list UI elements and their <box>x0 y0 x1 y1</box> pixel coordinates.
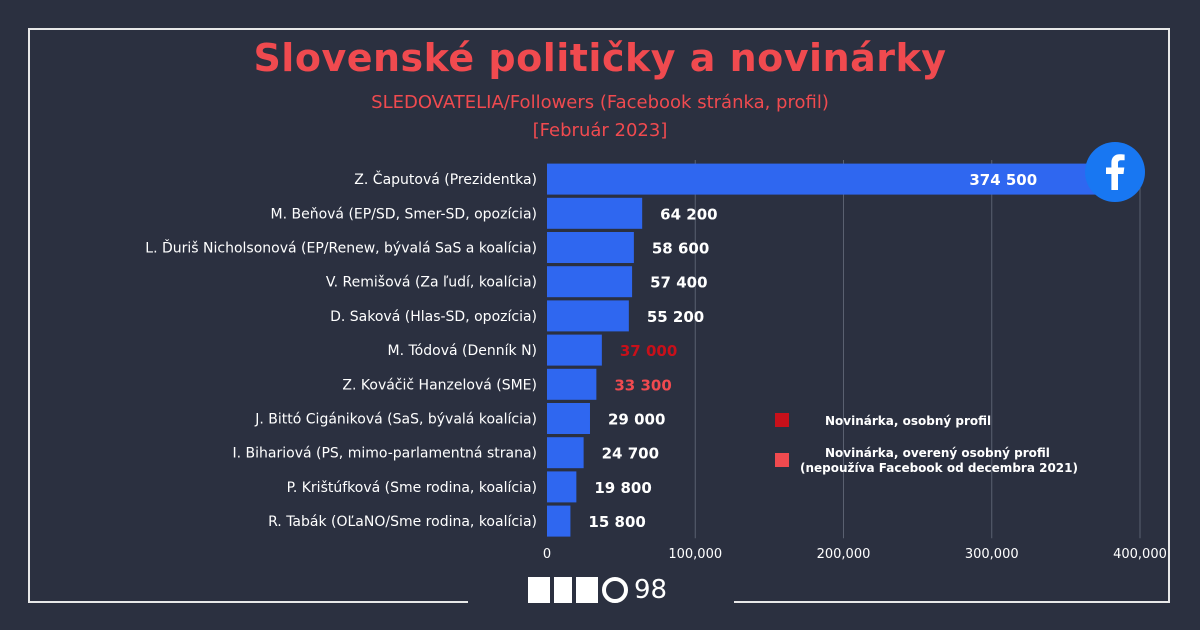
value-label: 58 600 <box>652 240 709 258</box>
x-axis-ticks: 0 100,000 200,000 300,000 400,000 <box>543 547 1167 562</box>
value-label: 24 700 <box>602 445 659 463</box>
category-label: L. Ďuriš Nicholsonová (EP/Renew, bývalá … <box>145 239 537 257</box>
category-label: V. Remišová (Za ľudí, koalícia) <box>326 275 537 291</box>
bar <box>547 163 1103 195</box>
legend-label-verified-note: (nepoužíva Facebook od decembra 2021) <box>800 461 1078 475</box>
category-label: M. Beňová (EP/SD, Smer-SD, opozícia) <box>271 206 538 222</box>
value-labels: 374 500 64 200 58 600 57 400 55 200 37 000 33 … <box>588 171 1037 531</box>
x-tick-label: 400,000 <box>1113 547 1167 562</box>
bar <box>547 334 602 366</box>
logo-ring-o <box>602 577 628 603</box>
category-label: M. Tódová (Denník N) <box>388 343 537 359</box>
x-tick-label: 100,000 <box>668 547 722 562</box>
value-label: 64 200 <box>660 205 717 223</box>
logo-block-e <box>554 577 572 603</box>
category-label: Z. Kováčič Hanzelová (SME) <box>342 377 537 393</box>
x-tick-label: 0 <box>543 547 551 562</box>
category-label: I. Bihariová (PS, mimo-parlamentná stran… <box>233 446 537 462</box>
logo-number: 98 <box>634 575 668 605</box>
legend-label-verified: Novinárka, overený osobný profil <box>825 446 1050 460</box>
facebook-icon <box>1085 142 1145 202</box>
value-label: 37 000 <box>620 342 677 360</box>
legend-swatch-verified <box>775 453 789 467</box>
x-tick-label: 300,000 <box>965 547 1019 562</box>
value-label: 57 400 <box>650 274 707 292</box>
logo-block-m <box>528 577 550 603</box>
bar <box>547 232 634 263</box>
bar <box>547 471 577 503</box>
grid-lines <box>694 160 1141 539</box>
bar <box>547 300 629 332</box>
value-label: 33 300 <box>614 376 671 394</box>
category-label: D. Saková (Hlas-SD, opozícia) <box>330 309 537 325</box>
value-label: 55 200 <box>647 308 704 326</box>
bar <box>547 266 633 298</box>
value-label: 29 000 <box>608 411 665 429</box>
bar <box>547 368 597 400</box>
legend: Novinárka, osobný profil Novinárka, overe… <box>775 413 1078 475</box>
x-tick-label: 200,000 <box>817 547 871 562</box>
category-label: Z. Čaputová (Prezidentka) <box>354 170 537 188</box>
chart-date: [Február 2023] <box>532 120 668 141</box>
bars <box>547 163 1103 537</box>
value-label: 15 800 <box>588 513 645 531</box>
legend-label-personal: Novinárka, osobný profil <box>825 414 991 428</box>
bar <box>547 403 590 434</box>
category-label: P. Krištúfková (Sme rodina, koalícia) <box>287 480 537 496</box>
chart-subtitle: SLEDOVATELIA/Followers (Facebook stránka… <box>371 92 829 113</box>
value-label: 19 800 <box>594 479 651 497</box>
legend-swatch-personal <box>775 413 789 427</box>
bar <box>547 505 571 537</box>
bar <box>547 437 584 469</box>
category-label: R. Tabák (OĽaNO/Sme rodina, koalícia) <box>268 514 537 530</box>
memo98-logo: 98 <box>528 574 667 606</box>
bar <box>547 197 643 229</box>
logo-block-m2 <box>576 577 598 603</box>
value-label: 374 500 <box>969 171 1037 189</box>
chart-title: Slovenské političky a novinárky <box>253 36 947 80</box>
category-label: J. Bittó Cigániková (SaS, bývalá koalíci… <box>254 412 537 428</box>
category-labels: Z. Čaputová (Prezidentka) M. Beňová (EP/S… <box>145 170 537 530</box>
